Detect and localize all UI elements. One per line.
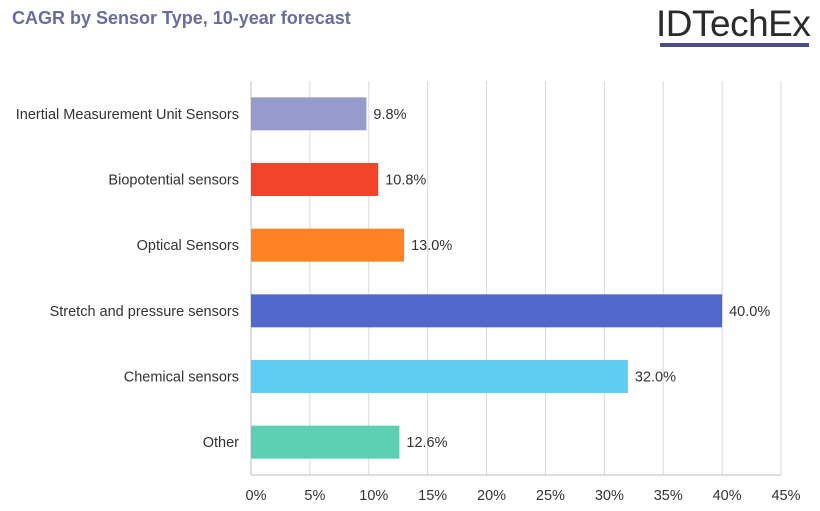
idtechex-logo: IDTechEx [656,3,811,44]
bar [251,163,379,196]
data-label: 40.0% [729,304,770,320]
bar [251,97,367,131]
data-label: 9.8% [373,107,406,123]
data-labels: 9.8% 10.8% 13.0% 40.0% 32.0% 12.6% [373,107,770,451]
data-label: 12.6% [406,435,447,451]
x-tick-label: 20% [477,488,506,504]
bar [251,228,405,262]
bars [251,97,723,459]
category-label: Other [203,435,239,451]
x-tick-label: 25% [536,488,565,504]
x-tick-label: 0% [246,488,267,504]
x-tick-label: 30% [595,488,624,504]
logo-underline [660,43,809,47]
category-label: Stretch and pressure sensors [50,304,239,320]
category-label: Inertial Measurement Unit Sensors [16,107,239,123]
bar [251,360,628,393]
category-label: Chemical sensors [124,370,239,386]
x-tick-label: 15% [418,488,447,504]
category-labels: Inertial Measurement Unit Sensors Biopote… [16,107,239,451]
x-tick-label: 35% [654,488,683,504]
x-tick-label: 5% [304,488,325,504]
x-tick-label: 40% [713,488,742,504]
x-tick-label: 45% [771,488,800,504]
data-label: 13.0% [411,238,452,254]
gridlines [250,81,782,476]
data-label: 32.0% [635,370,676,386]
chart-title: CAGR by Sensor Type, 10-year forecast [12,8,351,28]
category-label: Optical Sensors [137,238,239,254]
data-label: 10.8% [385,173,426,189]
bar [251,425,400,459]
x-tick-labels: 0% 5% 10% 15% 20% 25% 30% 35% 40% 45% [246,488,801,504]
x-tick-label: 10% [359,488,388,504]
bar [251,294,723,328]
category-label: Biopotential sensors [108,173,239,189]
